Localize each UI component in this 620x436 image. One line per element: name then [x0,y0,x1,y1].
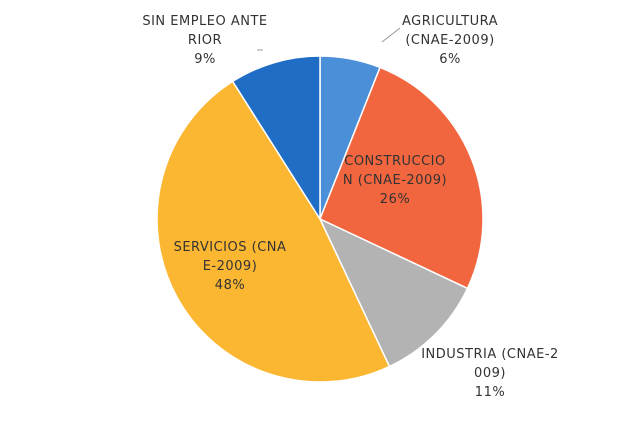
pie-slice [231,55,321,222]
category-label: INDUSTRIA (CNAE-2009) [421,347,559,381]
slice-label: INDUSTRIA (CNAE-2009) 11% [420,345,560,402]
label-box: AGRICULTURA (CNAE-2009) 6% [395,12,505,69]
label-box: INDUSTRIA (CNAE-2009) 11% [420,345,560,402]
slice-label: AGRICULTURA (CNAE-2009) 6% [395,12,505,69]
value-label: 9% [194,52,216,67]
label-box: CONSTRUCCION (CNAE-2009) 26% [340,152,450,209]
pie-slice [319,66,484,290]
category-label: CONSTRUCCION (CNAE-2009) [342,154,448,188]
label-box: SIN EMPLEO ANTERIOR 9% [140,12,270,69]
slice-label: SIN EMPLEO ANTERIOR 9% [140,12,270,69]
value-label: 6% [439,52,461,67]
pie-slice [318,217,469,368]
label-box: SERVICIOS (CNAE-2009) 48% [170,238,290,295]
slice-label: SERVICIOS (CNAE-2009) 48% [170,238,290,295]
value-label: 11% [474,385,506,400]
leader-line [381,27,401,43]
value-label: 26% [379,192,411,207]
pie-slice [156,80,391,383]
slice-label: CONSTRUCCION (CNAE-2009) 26% [340,152,450,209]
category-label: AGRICULTURA (CNAE-2009) [401,14,498,48]
category-label: SERVICIOS (CNAE-2009) [173,240,287,274]
value-label: 48% [214,278,246,293]
category-label: SIN EMPLEO ANTERIOR [142,14,268,48]
